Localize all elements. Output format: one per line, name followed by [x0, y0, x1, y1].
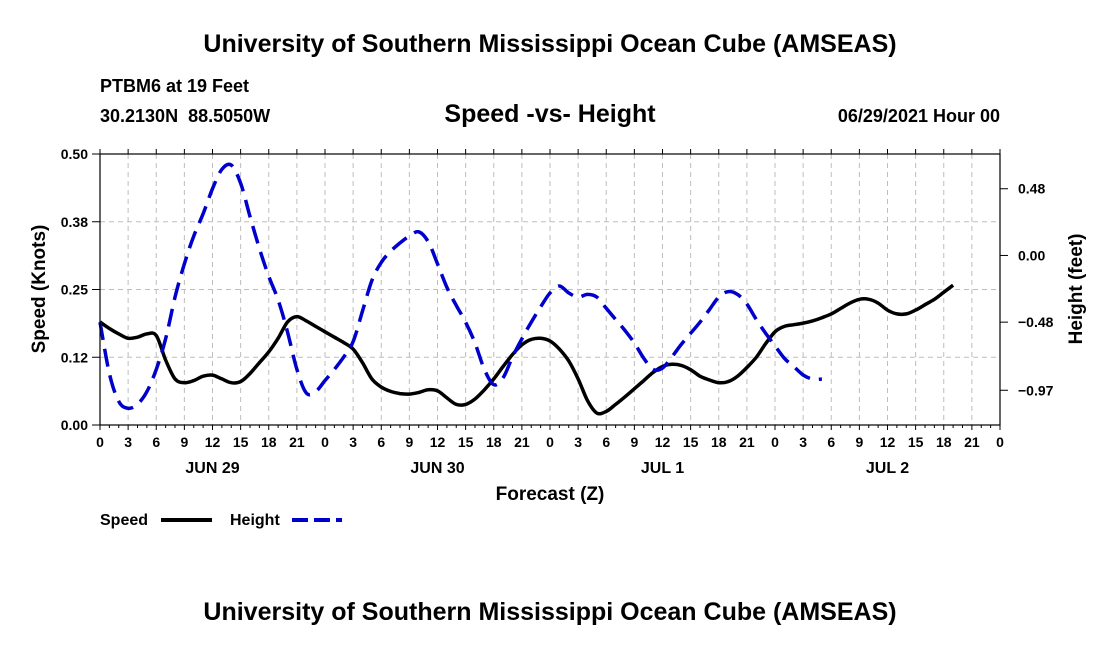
x-tick-label: 15	[233, 434, 249, 450]
x-tick-label: 0	[546, 434, 554, 450]
y-tick-label: 0.00	[61, 417, 88, 433]
x-tick-label: 15	[683, 434, 699, 450]
x-tick-label: 3	[574, 434, 582, 450]
x-tick-label: 21	[289, 434, 305, 450]
chart-title: Speed -vs- Height	[444, 100, 656, 128]
series-layer	[98, 162, 955, 416]
x-tick-label: 0	[96, 434, 104, 450]
y2-tick-label: 0.00	[1018, 247, 1045, 263]
x-tick-label: 0	[321, 434, 329, 450]
x-axis-title: Forecast (Z)	[496, 484, 605, 505]
y2-tick-label: 0.48	[1018, 181, 1045, 197]
x-tick-label: 21	[964, 434, 980, 450]
x-tick-label: 12	[880, 434, 896, 450]
day-label: JUN 30	[410, 460, 464, 477]
y2-tick-label: −0.48	[1018, 314, 1054, 330]
y-tick-label: 0.25	[61, 282, 88, 298]
x-tick-label: 12	[205, 434, 221, 450]
axis-layer: 0 3 6 9 12 15 18 21 0 3 6 9 12 15 18 21 0 3 6 9 12 15 18 21 0 3 6 9…	[61, 146, 1054, 477]
series-line-speed	[99, 283, 955, 416]
x-tick-label: 9	[855, 434, 863, 450]
x-tick-label: 12	[430, 434, 446, 450]
forecast-run-time: 06/29/2021 Hour 00	[837, 106, 1000, 126]
series-line-height	[98, 162, 822, 411]
y2-tick-label: −0.97	[1018, 382, 1054, 398]
x-tick-label: 15	[458, 434, 474, 450]
station-coordinates: 30.2130N 88.5050W	[100, 106, 271, 126]
x-tick-label: 0	[996, 434, 1004, 450]
x-tick-label: 18	[261, 434, 277, 450]
legend-label-speed: Speed	[100, 512, 148, 529]
x-tick-label: 15	[908, 434, 924, 450]
grid-layer	[100, 154, 1000, 425]
x-tick-label: 9	[405, 434, 413, 450]
x-tick-label: 6	[152, 434, 160, 450]
legend: Speed Height	[100, 512, 342, 529]
x-tick-label: 9	[180, 434, 188, 450]
footer-title: University of Southern Mississippi Ocean…	[203, 598, 897, 626]
x-tick-label: 21	[514, 434, 530, 450]
x-tick-label: 18	[936, 434, 952, 450]
x-tick-label: 18	[711, 434, 727, 450]
x-tick-label: 3	[799, 434, 807, 450]
y-axis-title-left: Speed (Knots)	[29, 225, 50, 354]
x-tick-label: 18	[486, 434, 502, 450]
day-label: JUL 2	[866, 460, 909, 477]
x-tick-label: 6	[377, 434, 385, 450]
x-tick-label: 6	[602, 434, 610, 450]
page-title: University of Southern Mississippi Ocean…	[203, 30, 897, 58]
x-tick-label: 3	[124, 434, 132, 450]
x-tick-label: 3	[349, 434, 357, 450]
legend-label-height: Height	[230, 512, 280, 529]
x-tick-label: 9	[630, 434, 638, 450]
day-label: JUL 1	[641, 460, 684, 477]
y-axis-title-right: Height (feet)	[1066, 234, 1087, 345]
x-tick-label: 0	[771, 434, 779, 450]
station-name: PTBM6 at 19 Feet	[100, 76, 250, 96]
y-tick-label: 0.12	[61, 349, 88, 365]
x-tick-label: 6	[827, 434, 835, 450]
y-tick-label: 0.50	[61, 146, 88, 162]
x-tick-label: 12	[655, 434, 671, 450]
x-tick-label: 21	[739, 434, 755, 450]
day-label: JUN 29	[185, 460, 239, 477]
y-tick-label: 0.38	[61, 214, 88, 230]
